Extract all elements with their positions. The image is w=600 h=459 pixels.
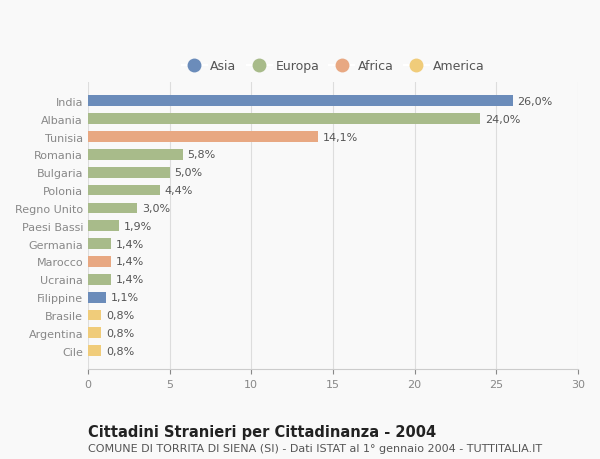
Text: 1,4%: 1,4%	[116, 239, 144, 249]
Bar	[88, 203, 137, 214]
Bar	[88, 310, 101, 321]
Legend: Asia, Europa, Africa, America: Asia, Europa, Africa, America	[176, 55, 490, 78]
Text: 24,0%: 24,0%	[485, 114, 520, 124]
Text: 1,4%: 1,4%	[116, 274, 144, 285]
Text: 1,4%: 1,4%	[116, 257, 144, 267]
Text: 0,8%: 0,8%	[106, 346, 134, 356]
Bar	[88, 239, 111, 249]
Text: 1,9%: 1,9%	[124, 221, 152, 231]
Bar	[88, 132, 318, 143]
Text: 14,1%: 14,1%	[323, 132, 358, 142]
Bar	[88, 328, 101, 338]
Text: COMUNE DI TORRITA DI SIENA (SI) - Dati ISTAT al 1° gennaio 2004 - TUTTITALIA.IT: COMUNE DI TORRITA DI SIENA (SI) - Dati I…	[88, 443, 542, 453]
Bar	[88, 185, 160, 196]
Text: 0,8%: 0,8%	[106, 328, 134, 338]
Bar	[88, 346, 101, 356]
Text: Cittadini Stranieri per Cittadinanza - 2004: Cittadini Stranieri per Cittadinanza - 2…	[88, 425, 436, 440]
Bar	[88, 150, 183, 160]
Text: 3,0%: 3,0%	[142, 203, 170, 213]
Text: 26,0%: 26,0%	[518, 97, 553, 106]
Text: 5,8%: 5,8%	[188, 150, 216, 160]
Text: 5,0%: 5,0%	[175, 168, 203, 178]
Bar	[88, 168, 170, 178]
Bar	[88, 274, 111, 285]
Bar	[88, 114, 480, 125]
Text: 4,4%: 4,4%	[165, 186, 193, 196]
Bar	[88, 257, 111, 267]
Bar	[88, 96, 512, 107]
Text: 1,1%: 1,1%	[111, 292, 139, 302]
Bar	[88, 221, 119, 232]
Text: 0,8%: 0,8%	[106, 310, 134, 320]
Bar	[88, 292, 106, 303]
